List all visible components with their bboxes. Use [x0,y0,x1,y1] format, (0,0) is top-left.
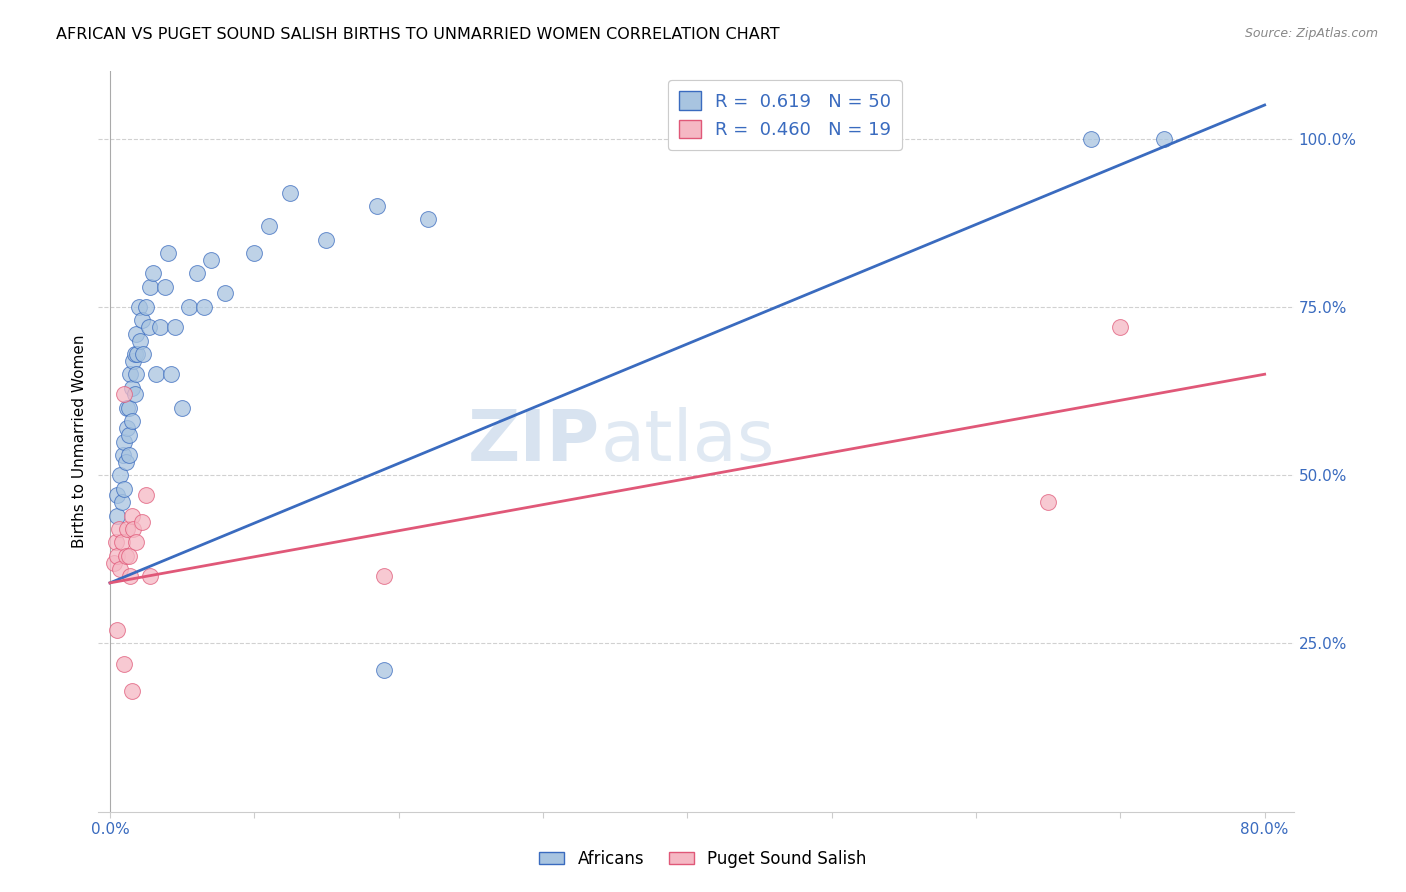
Point [366,199,388,213]
Point [110,495,132,509]
Point [105,508,128,523]
Point [159,368,181,382]
Point [172,401,194,415]
Point [145,368,167,382]
Point [124,347,146,361]
Point [214,286,236,301]
Point [373,569,395,583]
Point [131,516,153,530]
Point [124,387,146,401]
Point [118,427,141,442]
Point [135,300,157,314]
Point [118,401,141,415]
Point [131,313,153,327]
Point [121,414,143,428]
Point [153,279,176,293]
Point [132,347,155,361]
Point [142,266,165,280]
Point [117,421,139,435]
Point [115,455,138,469]
Point [149,320,172,334]
Point [156,246,179,260]
Point [1036,495,1059,509]
Point [125,326,148,341]
Point [135,488,157,502]
Point [120,368,142,382]
Legend: R =  0.619   N = 50, R =  0.460   N = 19: R = 0.619 N = 50, R = 0.460 N = 19 [668,80,903,150]
Point [107,522,129,536]
Point [139,279,162,293]
Point [139,569,162,583]
Point [121,508,143,523]
Text: AFRICAN VS PUGET SOUND SALISH BIRTHS TO UNMARRIED WOMEN CORRELATION CHART: AFRICAN VS PUGET SOUND SALISH BIRTHS TO … [56,27,780,42]
Legend: Africans, Puget Sound Salish: Africans, Puget Sound Salish [533,844,873,875]
Point [186,266,208,280]
Point [108,562,131,576]
Point [315,233,337,247]
Point [243,246,266,260]
Point [118,549,141,563]
Point [121,683,143,698]
Point [1153,131,1175,145]
Text: atlas: atlas [600,407,775,476]
Point [105,623,128,637]
Point [128,300,150,314]
Point [112,482,135,496]
Point [179,300,201,314]
Point [138,320,160,334]
Point [193,300,215,314]
Point [122,522,145,536]
Point [105,549,128,563]
Point [200,252,222,267]
Point [104,535,127,549]
Point [129,334,152,348]
Point [127,347,149,361]
Point [112,387,135,401]
Point [117,522,139,536]
Point [108,468,131,483]
Point [416,212,439,227]
Point [110,535,132,549]
Y-axis label: Births to Unmarried Women: Births to Unmarried Women [72,334,87,549]
Point [122,353,145,368]
Text: Source: ZipAtlas.com: Source: ZipAtlas.com [1244,27,1378,40]
Point [163,320,186,334]
Point [120,569,142,583]
Point [125,535,148,549]
Point [1109,320,1132,334]
Point [115,549,138,563]
Point [280,186,302,200]
Point [112,434,135,449]
Point [121,381,143,395]
Point [257,219,280,234]
Point [125,368,148,382]
Point [112,657,135,671]
Point [103,556,125,570]
Point [117,401,139,415]
Point [373,664,395,678]
Point [1080,131,1102,145]
Text: ZIP: ZIP [468,407,600,476]
Point [105,488,128,502]
Point [118,448,141,462]
Point [111,448,134,462]
